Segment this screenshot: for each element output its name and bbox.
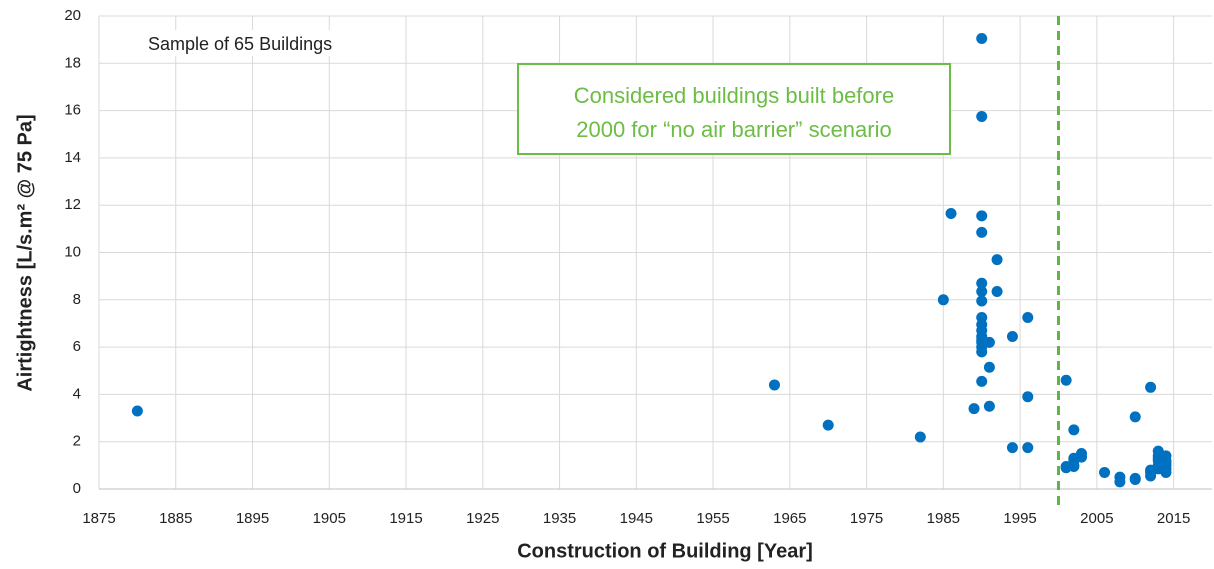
x-tick-label: 1955 bbox=[696, 510, 729, 527]
annotation-box bbox=[517, 63, 951, 155]
x-tick-label: 1985 bbox=[927, 510, 960, 527]
y-tick-label: 4 bbox=[73, 385, 81, 402]
point bbox=[1114, 476, 1126, 488]
point bbox=[1145, 381, 1157, 393]
x-tick-label: 1875 bbox=[82, 510, 115, 527]
x-tick-label: 1905 bbox=[313, 510, 346, 527]
point bbox=[1006, 442, 1018, 454]
point bbox=[1145, 470, 1157, 482]
x-tick-label: 1965 bbox=[773, 510, 806, 527]
y-tick-label: 16 bbox=[64, 102, 81, 119]
point bbox=[1068, 424, 1080, 436]
point bbox=[1129, 411, 1141, 423]
point bbox=[1006, 330, 1018, 342]
x-tick-label: 1885 bbox=[159, 510, 192, 527]
point bbox=[1022, 312, 1034, 324]
point bbox=[983, 336, 995, 348]
x-tick-label: 1925 bbox=[466, 510, 499, 527]
point bbox=[976, 226, 988, 238]
y-tick-label: 12 bbox=[64, 196, 81, 213]
point bbox=[1022, 391, 1034, 403]
annotation-text: 2000 for “no air barrier” scenario bbox=[576, 117, 891, 142]
x-axis-title: Construction of Building [Year] bbox=[517, 540, 813, 562]
y-tick-label: 18 bbox=[64, 54, 81, 71]
point bbox=[976, 32, 988, 44]
y-tick-label: 14 bbox=[64, 149, 81, 166]
x-tick-label: 1975 bbox=[850, 510, 883, 527]
point bbox=[1160, 466, 1172, 478]
y-tick-label: 6 bbox=[73, 338, 81, 355]
point bbox=[968, 403, 980, 415]
x-tick-label: 2015 bbox=[1157, 510, 1190, 527]
y-axis-title: Airtightness [L/s.m² @ 75 Pa] bbox=[14, 114, 36, 391]
point bbox=[1060, 374, 1072, 386]
x-tick-label: 1945 bbox=[620, 510, 653, 527]
point bbox=[1022, 442, 1034, 454]
point bbox=[937, 294, 949, 306]
point bbox=[976, 277, 988, 289]
x-tick-label: 1935 bbox=[543, 510, 576, 527]
point bbox=[1076, 451, 1088, 463]
x-tick-label: 1915 bbox=[389, 510, 422, 527]
annotation-text: Considered buildings built before bbox=[574, 83, 894, 108]
point bbox=[991, 254, 1003, 266]
x-tick-label: 1895 bbox=[236, 510, 269, 527]
y-tick-label: 0 bbox=[73, 480, 81, 497]
y-tick-label: 2 bbox=[73, 433, 81, 450]
point bbox=[976, 286, 988, 298]
point bbox=[1068, 461, 1080, 473]
point bbox=[768, 379, 780, 391]
point bbox=[983, 400, 995, 412]
point bbox=[945, 207, 957, 219]
point bbox=[1099, 466, 1111, 478]
point bbox=[976, 295, 988, 307]
point bbox=[822, 419, 834, 431]
point bbox=[976, 111, 988, 123]
point bbox=[914, 431, 926, 443]
point bbox=[976, 375, 988, 387]
y-tick-label: 8 bbox=[73, 291, 81, 308]
point bbox=[991, 286, 1003, 298]
sample-note: Sample of 65 Buildings bbox=[148, 34, 332, 54]
note-background bbox=[140, 30, 390, 56]
x-tick-label: 2005 bbox=[1080, 510, 1113, 527]
point bbox=[976, 210, 988, 222]
point bbox=[983, 361, 995, 373]
x-tick-label: 1995 bbox=[1003, 510, 1036, 527]
point bbox=[1129, 474, 1141, 486]
point bbox=[131, 405, 143, 417]
y-tick-label: 10 bbox=[64, 243, 81, 260]
y-tick-label: 20 bbox=[64, 7, 81, 24]
point bbox=[976, 346, 988, 358]
